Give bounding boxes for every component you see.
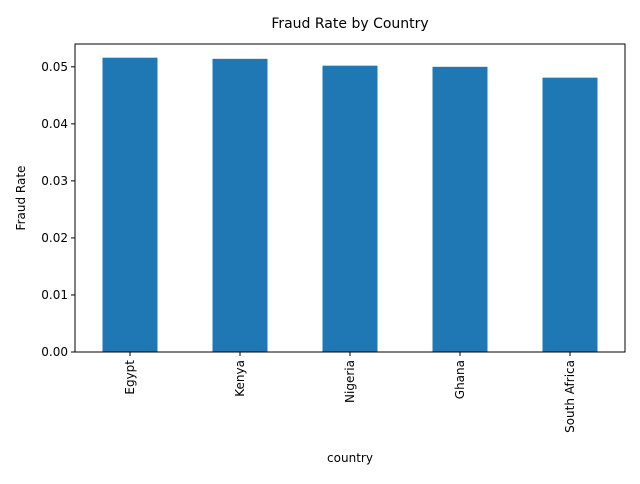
chart-title: Fraud Rate by Country	[271, 16, 428, 32]
plot-frame	[74, 43, 626, 353]
x-axis: Egypt Kenya Nigeria Ghana South Africa	[123, 352, 577, 433]
y-tick-label: 0.04	[41, 117, 68, 131]
bar-egypt	[102, 57, 158, 352]
y-tick-label: 0.03	[41, 174, 68, 188]
y-axis: 0.00 0.01 0.02 0.03 0.04 0.05	[41, 60, 75, 359]
x-tick-label: Ghana	[453, 360, 467, 399]
bar-nigeria	[322, 65, 378, 352]
x-tick-label: Nigeria	[343, 360, 357, 403]
y-tick-label: 0.05	[41, 60, 68, 74]
x-tick-label: Kenya	[233, 360, 247, 397]
x-tick-label: Egypt	[123, 360, 137, 395]
y-tick-label: 0.01	[41, 288, 68, 302]
bar-kenya	[212, 58, 268, 353]
bar-south-africa	[542, 77, 598, 352]
bar-ghana	[432, 66, 488, 352]
y-axis-label: Fraud Rate	[14, 166, 28, 231]
y-tick-label: 0.02	[41, 231, 68, 245]
bars-group	[102, 57, 598, 353]
x-tick-label: South Africa	[563, 360, 577, 433]
x-axis-label: country	[327, 451, 373, 465]
y-tick-label: 0.00	[41, 345, 68, 359]
